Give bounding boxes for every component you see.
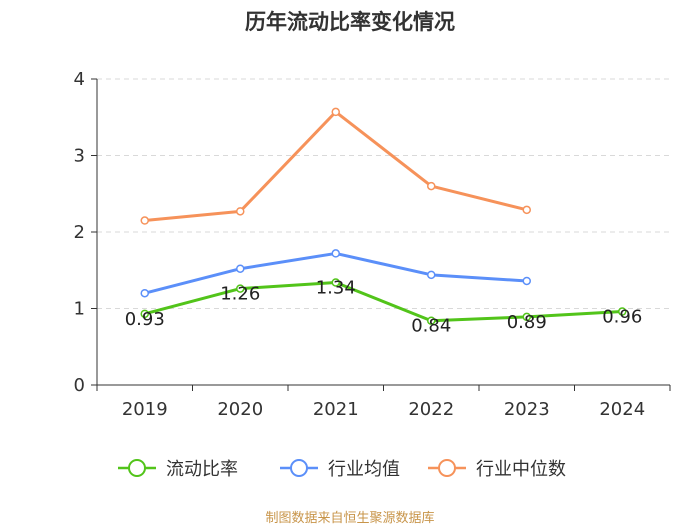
data-point[interactable] xyxy=(427,181,436,191)
series-line xyxy=(144,110,528,223)
legend-label: 流动比率 xyxy=(166,459,238,480)
data-label: 0.96 xyxy=(602,307,642,328)
x-tick-label: 2024 xyxy=(599,399,645,420)
data-point[interactable] xyxy=(331,249,340,258)
y-tick-label: 3 xyxy=(74,146,85,167)
data-point[interactable] xyxy=(236,264,245,273)
data-point[interactable] xyxy=(522,312,531,322)
legend-swatch-marker xyxy=(290,459,308,477)
legend-item[interactable]: 行业均值 xyxy=(280,459,400,480)
data-point[interactable] xyxy=(331,107,340,117)
y-tick-label: 1 xyxy=(74,299,85,320)
axes: 0 1 2 3 4 2019 2020 2021 2022 2023 2024 xyxy=(74,69,671,420)
legend-item[interactable]: 行业中位数 xyxy=(428,459,566,480)
grid-lines xyxy=(97,78,670,309)
legend-label: 行业中位数 xyxy=(476,459,566,480)
source-note: 制图数据来自恒生聚源数据库 xyxy=(265,511,435,526)
legend-swatch-marker xyxy=(438,459,456,477)
data-point[interactable] xyxy=(140,288,149,298)
data-label: 1.34 xyxy=(316,277,356,298)
x-tick-label: 2019 xyxy=(122,399,168,420)
data-point[interactable] xyxy=(140,216,149,225)
data-point[interactable] xyxy=(236,284,245,293)
x-tick-label: 2021 xyxy=(313,399,359,420)
legend-item[interactable]: 流动比率 xyxy=(118,459,238,480)
data-label: 0.93 xyxy=(125,309,165,330)
x-tick-label: 2020 xyxy=(217,399,263,420)
legend[interactable]: 流动比率 行业均值 行业中位数 xyxy=(118,459,566,480)
y-tick-label: 0 xyxy=(74,375,85,396)
series-lines xyxy=(140,107,627,325)
chart-title: 历年流动比率变化情况 xyxy=(245,10,455,34)
data-point[interactable] xyxy=(522,205,531,215)
y-tick-label: 2 xyxy=(74,222,85,243)
data-point[interactable] xyxy=(522,276,531,286)
legend-swatch-marker xyxy=(128,459,146,477)
data-label: 0.84 xyxy=(411,316,451,337)
x-tick-label: 2023 xyxy=(504,399,550,420)
data-point[interactable] xyxy=(618,307,627,316)
data-point[interactable] xyxy=(427,316,436,325)
data-point[interactable] xyxy=(331,278,340,287)
data-labels: 0.93 1.26 1.34 0.84 0.89 0.96 xyxy=(125,277,643,336)
x-tick-label: 2022 xyxy=(408,399,454,420)
y-tick-label: 4 xyxy=(74,69,85,90)
legend-label: 行业均值 xyxy=(328,459,400,480)
data-point[interactable] xyxy=(140,309,149,319)
series-line xyxy=(144,280,623,323)
data-point[interactable] xyxy=(236,207,245,216)
data-point[interactable] xyxy=(427,270,436,280)
data-label: 1.26 xyxy=(220,284,260,305)
data-label: 0.89 xyxy=(507,312,547,333)
